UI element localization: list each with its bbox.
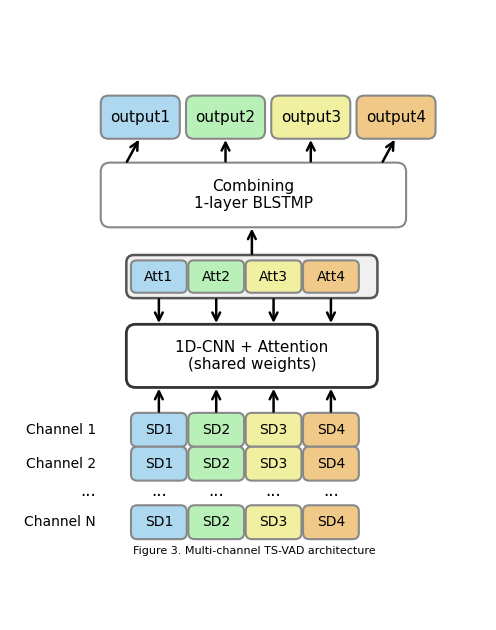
- Text: ...: ...: [323, 483, 339, 500]
- Text: output2: output2: [195, 110, 255, 125]
- Text: SD4: SD4: [317, 457, 345, 471]
- Text: ...: ...: [151, 483, 167, 500]
- FancyBboxPatch shape: [101, 96, 180, 139]
- FancyBboxPatch shape: [131, 505, 187, 539]
- FancyBboxPatch shape: [246, 260, 302, 293]
- Text: SD3: SD3: [259, 515, 288, 529]
- Text: 1D-CNN + Attention
(shared weights): 1D-CNN + Attention (shared weights): [175, 340, 328, 372]
- Text: Channel 2: Channel 2: [26, 457, 96, 471]
- Text: Att4: Att4: [316, 270, 345, 284]
- FancyBboxPatch shape: [131, 260, 187, 293]
- FancyBboxPatch shape: [101, 163, 406, 227]
- FancyBboxPatch shape: [131, 447, 187, 481]
- Text: output4: output4: [366, 110, 426, 125]
- FancyBboxPatch shape: [126, 324, 377, 387]
- FancyBboxPatch shape: [303, 505, 359, 539]
- FancyBboxPatch shape: [188, 413, 244, 447]
- FancyBboxPatch shape: [271, 96, 350, 139]
- Text: Combining
1-layer BLSTMP: Combining 1-layer BLSTMP: [194, 179, 313, 211]
- FancyBboxPatch shape: [303, 260, 359, 293]
- Text: Channel N: Channel N: [24, 515, 96, 529]
- FancyBboxPatch shape: [246, 505, 302, 539]
- Text: SD3: SD3: [259, 423, 288, 437]
- Text: SD4: SD4: [317, 515, 345, 529]
- Text: Att3: Att3: [259, 270, 288, 284]
- Text: output3: output3: [281, 110, 341, 125]
- Text: Channel 1: Channel 1: [26, 423, 96, 437]
- Text: Att2: Att2: [202, 270, 231, 284]
- FancyBboxPatch shape: [131, 413, 187, 447]
- Text: SD3: SD3: [259, 457, 288, 471]
- Text: SD1: SD1: [145, 515, 173, 529]
- Text: SD2: SD2: [202, 423, 230, 437]
- FancyBboxPatch shape: [188, 260, 244, 293]
- Text: ...: ...: [80, 483, 96, 500]
- Text: Att1: Att1: [144, 270, 174, 284]
- Text: SD2: SD2: [202, 515, 230, 529]
- Text: SD1: SD1: [145, 457, 173, 471]
- Text: ...: ...: [208, 483, 224, 500]
- FancyBboxPatch shape: [186, 96, 265, 139]
- FancyBboxPatch shape: [357, 96, 435, 139]
- FancyBboxPatch shape: [303, 413, 359, 447]
- FancyBboxPatch shape: [246, 447, 302, 481]
- FancyBboxPatch shape: [246, 413, 302, 447]
- Text: SD1: SD1: [145, 423, 173, 437]
- FancyBboxPatch shape: [303, 447, 359, 481]
- FancyBboxPatch shape: [126, 255, 377, 298]
- Text: output1: output1: [110, 110, 170, 125]
- FancyBboxPatch shape: [188, 505, 244, 539]
- FancyBboxPatch shape: [188, 447, 244, 481]
- Text: SD2: SD2: [202, 457, 230, 471]
- Text: Figure 3. Multi-channel TS-VAD architecture: Figure 3. Multi-channel TS-VAD architect…: [133, 546, 375, 556]
- Text: SD4: SD4: [317, 423, 345, 437]
- Text: ...: ...: [266, 483, 281, 500]
